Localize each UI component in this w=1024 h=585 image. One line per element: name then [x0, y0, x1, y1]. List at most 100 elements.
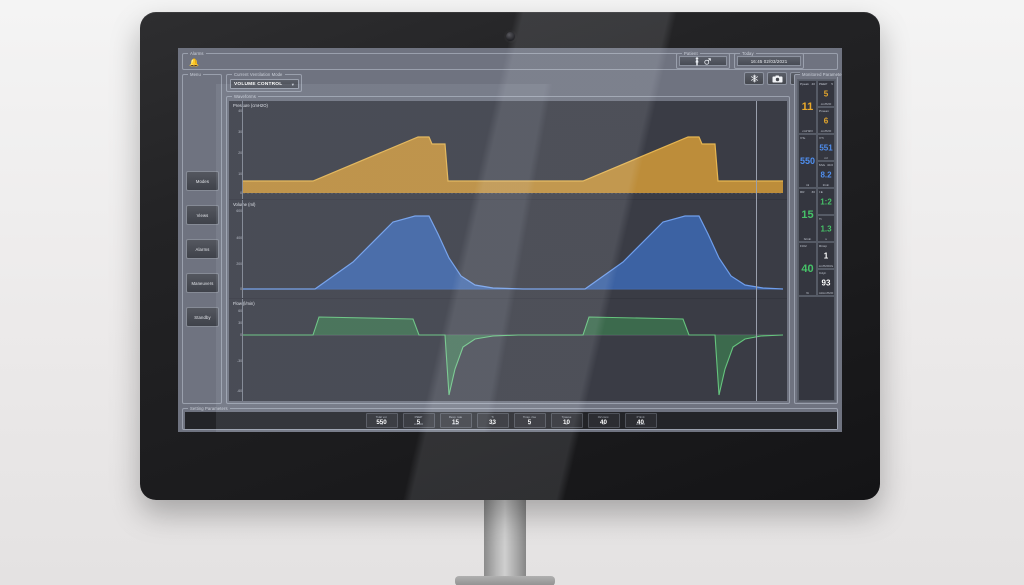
ventilator-screen: Alarms 🔔 Patient: [178, 48, 842, 432]
axis-tick: 30: [238, 130, 242, 134]
setting-parameters-legend: Setting Parameters: [188, 405, 230, 411]
pressure-plot: 40 30 20 10 0: [238, 101, 783, 199]
monitor-label: FiO2: [800, 243, 807, 248]
setting-p-limit[interactable]: P limit 40 cmH2O: [624, 413, 657, 428]
monitor-label: Ti: [819, 216, 822, 221]
monitor-cell-pmean[interactable]: Pmean 6 cmH2O: [817, 107, 835, 134]
monitor-cell-ppeak[interactable]: Ppeak 40 11 cmH2O: [798, 80, 817, 134]
setting-value: 550: [376, 418, 387, 426]
axis-tick: 400: [236, 236, 242, 240]
setting-ti-percent[interactable]: Ti 33 %: [476, 413, 509, 428]
monitor-label: Pmean: [819, 108, 829, 113]
monitor-label: Cdyn: [819, 270, 827, 275]
monitor-unit: b/min: [803, 236, 812, 241]
monitor-value: 5: [823, 89, 829, 98]
setting-unit: %: [602, 423, 605, 427]
monitor-value: 15: [801, 209, 814, 221]
monitor-unit: l/min: [822, 182, 830, 187]
monitor-unit: ml: [824, 155, 828, 160]
monitored-parameters-group: Monitored Parameters Ppeak 40 11 cmH2O P…: [794, 71, 842, 404]
setting-value: 33: [489, 418, 496, 426]
sidebar-item-alarms[interactable]: Alarms: [186, 239, 219, 259]
clock-box[interactable]: Today 16:45 02/03/2021: [734, 50, 804, 69]
monitor-unit: %: [806, 290, 809, 295]
alarm-bell-icon[interactable]: 🔔: [189, 58, 199, 67]
axis-tick: -30: [237, 359, 242, 363]
setting-value: 15: [452, 418, 459, 426]
monitor-cell-mve[interactable]: MVe 40.0 8.2 l/min: [817, 161, 835, 188]
monitor-cell-rr[interactable]: RR 30 15 b/min: [798, 188, 817, 242]
setting-tidal-volume[interactable]: Tidal vol. 550 ml: [365, 413, 398, 428]
setting-unit: %: [565, 423, 568, 427]
setting-label: Ti: [491, 415, 494, 419]
flow-waveform-panel[interactable]: Flow (l/min) 60 30 0 -30 -60: [229, 299, 787, 401]
monitor-value: 1:2: [820, 197, 832, 206]
volume-waveform-title: Volume (ml): [233, 201, 256, 207]
monitored-parameters-legend: Monitored Parameters: [800, 71, 842, 77]
monitor-alarm-limit: 30: [811, 189, 815, 194]
monitored-parameters-panel: Ppeak 40 11 cmH2O PEEP 5 5 cmH2O Pme: [797, 79, 836, 402]
monitor-cell-rinsp[interactable]: Rinsp 1 cmH2O/l/s: [817, 242, 835, 269]
setting-value: 5: [527, 418, 532, 426]
axis-tick: 0: [240, 191, 242, 195]
monitor-unit: ml: [805, 182, 810, 187]
axis-tick: 30: [238, 321, 242, 325]
sidebar-item-standby[interactable]: Standby: [186, 307, 219, 327]
setting-label: Resp. rate: [448, 415, 463, 419]
waveforms-legend: Waveforms: [232, 93, 258, 99]
flow-trace: [243, 316, 784, 396]
axis-tick: 10: [238, 172, 242, 176]
monitor-cell-fio2[interactable]: FiO2 40 %: [798, 242, 817, 296]
setting-label: Tidal vol.: [375, 415, 388, 419]
pressure-waveform-panel[interactable]: Pressure (cmH2O) 40 30 20 10 0: [229, 101, 787, 199]
volume-waveform-panel[interactable]: Volume (ml) 600 400 200 0: [229, 200, 787, 298]
monitor-unit: cmH2O: [820, 101, 832, 106]
clock-legend: Today: [740, 50, 756, 56]
axis-tick: 0: [240, 287, 242, 291]
sidebar-item-maneuvers[interactable]: Maneuvers: [186, 273, 219, 293]
setting-parameters-group: Setting Parameters Tidal vol. 550 ml PEE…: [182, 405, 838, 430]
monitor-stand-neck: [484, 500, 526, 585]
setting-unit: cmH2O: [413, 423, 424, 427]
monitor-cell-cdyn[interactable]: Cdyn 93 ml/cmH2O: [817, 269, 835, 296]
monitor-label: VTi: [819, 135, 824, 140]
alarm-bar-legend: Alarms: [188, 50, 206, 56]
ventilation-mode-select[interactable]: VOLUME CONTROL ▼: [230, 79, 299, 89]
monitor-cell-peep[interactable]: PEEP 5 5 cmH2O: [817, 80, 835, 107]
flow-plot: 60 30 0 -30 -60: [237, 299, 784, 401]
ventilator-ui: Alarms 🔔 Patient: [178, 48, 842, 432]
axis-tick: 40: [238, 109, 242, 113]
sidebar-item-label: Maneuvers: [191, 280, 214, 286]
monitor-label: MVe: [819, 162, 826, 167]
monitor-cell-ti[interactable]: Ti 1.3 s: [817, 215, 835, 242]
freeze-button[interactable]: [744, 72, 764, 85]
setting-tinsp-rise[interactable]: Tinsp. rise 5 %: [513, 413, 546, 428]
setting-peep[interactable]: PEEP 5 cmH2O: [402, 413, 435, 428]
monitor-cell-ie[interactable]: I:E 1:2: [817, 188, 835, 215]
monitor-unit: cmH2O: [802, 128, 813, 133]
snowflake-icon: [750, 74, 758, 83]
sidebar-item-views[interactable]: Views: [186, 205, 219, 225]
monitor-label: VTe: [800, 135, 806, 140]
patient-info-box[interactable]: Patient: [676, 50, 730, 69]
setting-value: 10: [563, 418, 570, 426]
monitor-alarm-limit: 40: [811, 81, 815, 86]
sidebar-item-modes[interactable]: Modes: [186, 171, 219, 191]
setting-unit: ml: [380, 423, 383, 427]
pressure-axis: [242, 101, 243, 199]
setting-resp-rate[interactable]: Resp. rate 15 b/min: [439, 413, 472, 428]
monitor-value: 40: [801, 263, 814, 275]
setting-unit: %: [528, 423, 531, 427]
patient-icon: [695, 56, 699, 65]
webcam-icon: [505, 32, 515, 41]
monitor-cell-vte[interactable]: VTe 550 ml: [798, 134, 817, 188]
setting-tpause[interactable]: Tpause 10 %: [550, 413, 583, 428]
monitor-cell-vti[interactable]: VTi 551 ml: [817, 134, 835, 161]
waveforms-canvas[interactable]: Pressure (cmH2O) 40 30 20 10 0: [229, 101, 787, 401]
camera-icon: [772, 75, 782, 82]
alarm-bar[interactable]: Alarms 🔔: [182, 50, 838, 70]
sidebar-menu: Menu Modes Views Alarms Maneuvers Standb…: [182, 71, 222, 404]
screenshot-button[interactable]: [767, 72, 787, 85]
setting-o2-conc[interactable]: O2 conc. 40 %: [587, 413, 620, 428]
